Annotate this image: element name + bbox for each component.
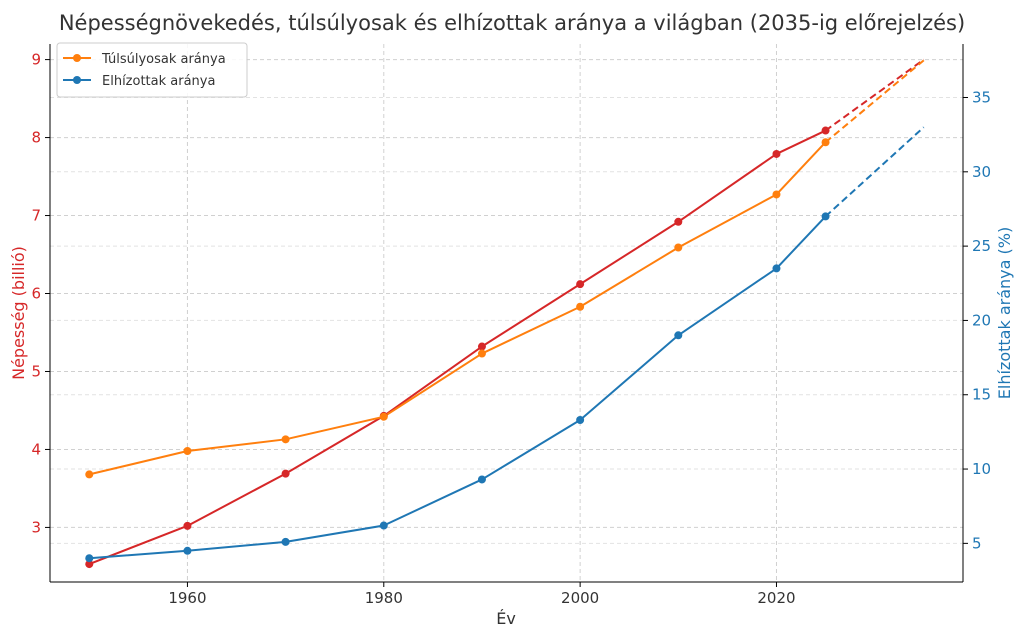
data-point-population bbox=[772, 149, 781, 158]
chart-title: Népességnövekedés, túlsúlyosak és elhízo… bbox=[59, 11, 965, 35]
y-left-ticks: 3 4 5 6 7 8 9 bbox=[31, 51, 50, 536]
data-point-population bbox=[85, 560, 94, 569]
data-point-overweight bbox=[576, 302, 585, 311]
data-point-overweight bbox=[772, 190, 781, 199]
data-point-obese bbox=[576, 416, 585, 425]
data-point-overweight bbox=[183, 447, 192, 456]
series-points bbox=[85, 126, 830, 569]
y-right-tick-label: 15 bbox=[972, 386, 991, 404]
series-line-population bbox=[88, 129, 826, 565]
forecast-line-overweight bbox=[824, 59, 925, 144]
x-tick-label: 2020 bbox=[757, 589, 795, 607]
y-left-tick-label: 3 bbox=[31, 518, 41, 536]
data-point-overweight bbox=[477, 349, 486, 358]
data-point-overweight bbox=[674, 243, 683, 252]
y-right-tick-label: 25 bbox=[972, 237, 991, 255]
y-right-tick-label: 30 bbox=[972, 163, 991, 181]
y-left-tick-label: 4 bbox=[31, 440, 41, 458]
data-point-population bbox=[821, 126, 830, 135]
data-point-obese bbox=[183, 546, 192, 555]
legend-marker-overweight bbox=[73, 54, 81, 62]
data-point-obese bbox=[85, 554, 94, 563]
legend-label-overweight: Túlsúlyosak aránya bbox=[101, 52, 226, 67]
legend: Túlsúlyosak aránya Elhízottak aránya bbox=[56, 42, 248, 98]
grid bbox=[50, 44, 963, 582]
data-point-obese bbox=[281, 537, 290, 546]
y-right-tick-label: 10 bbox=[972, 460, 991, 478]
data-point-overweight bbox=[379, 412, 388, 421]
forecast-line-population bbox=[824, 58, 925, 132]
x-tick-label: 2000 bbox=[561, 589, 599, 607]
y-left-tick-label: 8 bbox=[31, 129, 41, 147]
y-right-axis-label: Elhízottak aránya (%) bbox=[995, 227, 1014, 399]
series-lines bbox=[88, 58, 925, 565]
series-line-obese bbox=[89, 215, 827, 560]
data-point-overweight bbox=[85, 470, 94, 479]
x-ticks: 1960 1980 2000 2020 bbox=[168, 582, 796, 607]
axes bbox=[49, 44, 964, 583]
data-point-population bbox=[576, 280, 585, 289]
data-point-population bbox=[281, 469, 290, 478]
data-point-obese bbox=[821, 212, 830, 221]
forecast-line-obese bbox=[824, 126, 925, 218]
y-left-tick-label: 7 bbox=[31, 207, 41, 225]
y-left-tick-label: 5 bbox=[31, 362, 41, 380]
y-right-tick-label: 20 bbox=[972, 311, 991, 329]
y-right-ticks: 5 10 15 20 25 30 35 bbox=[963, 89, 991, 552]
data-point-population bbox=[183, 521, 192, 530]
data-point-obese bbox=[674, 331, 683, 340]
legend-label-obese: Elhízottak aránya bbox=[102, 74, 215, 89]
data-point-overweight bbox=[281, 435, 290, 444]
x-axis-label: Év bbox=[496, 609, 516, 628]
data-point-obese bbox=[772, 264, 781, 273]
y-right-tick-label: 35 bbox=[972, 89, 991, 107]
y-left-axis-label: Népesség (billió) bbox=[9, 246, 28, 380]
y-left-tick-label: 9 bbox=[31, 51, 41, 69]
legend-box bbox=[56, 42, 248, 98]
legend-marker-obese bbox=[73, 76, 81, 84]
y-right-tick-label: 5 bbox=[972, 534, 982, 552]
data-point-obese bbox=[477, 475, 486, 484]
data-point-overweight bbox=[821, 138, 830, 147]
data-point-population bbox=[674, 217, 683, 226]
x-tick-label: 1980 bbox=[365, 589, 403, 607]
y-left-tick-label: 6 bbox=[31, 285, 41, 303]
series-line-overweight bbox=[89, 141, 827, 476]
x-tick-label: 1960 bbox=[168, 589, 206, 607]
data-point-obese bbox=[379, 521, 388, 530]
data-point-population bbox=[477, 342, 486, 351]
